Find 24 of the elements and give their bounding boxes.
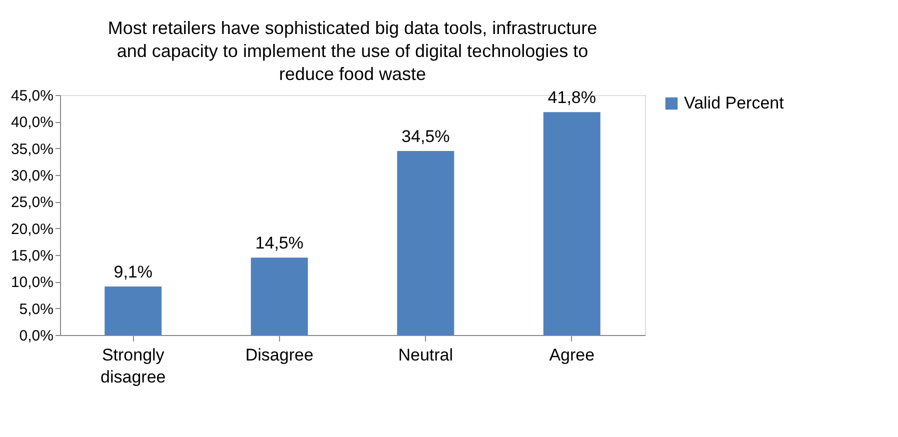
- y-tick-label: 20,0%: [10, 220, 54, 238]
- x-tick-label: Strongly disagree: [100, 346, 166, 386]
- y-tick-label: 40,0%: [10, 114, 54, 132]
- y-tick-label: 35,0%: [10, 140, 54, 158]
- x-tick-label: Disagree: [245, 346, 314, 364]
- bar: [543, 112, 600, 335]
- legend-label: Valid Percent: [684, 94, 784, 112]
- bar: [250, 258, 308, 335]
- data-label: 41,8%: [548, 88, 596, 108]
- bar: [397, 151, 454, 335]
- data-label: 34,5%: [402, 127, 450, 146]
- y-tick-label: 0,0%: [19, 328, 54, 344]
- data-label: 14,5%: [255, 234, 304, 253]
- x-tick-label: Neutral: [398, 346, 454, 364]
- x-tick-label: Agree: [549, 346, 595, 364]
- y-tick-label: 25,0%: [10, 194, 54, 212]
- y-tick-label: 15,0%: [10, 248, 54, 264]
- chart-title: Most retailers have sophisticated big data tools, infrastructure and capacity to implement the use of digital technologies to reduce food waste: [108, 18, 598, 84]
- y-tick-label: 45,0%: [10, 88, 54, 104]
- bar: [104, 286, 162, 335]
- y-tick-label: 30,0%: [10, 168, 54, 184]
- y-tick-label: 5,0%: [19, 300, 54, 318]
- y-tick-label: 10,0%: [10, 274, 54, 292]
- data-label: 9,1%: [114, 262, 152, 282]
